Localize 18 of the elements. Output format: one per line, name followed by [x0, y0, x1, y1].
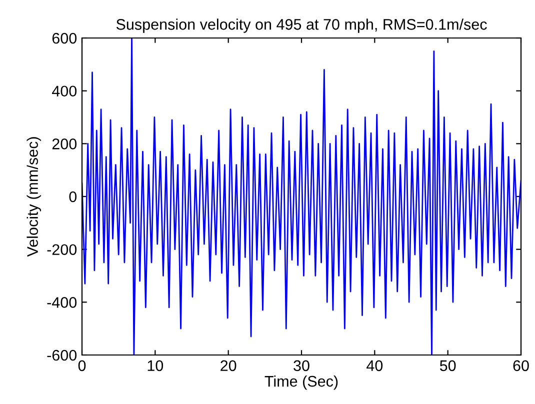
x-axis-title: Time (Sec)	[264, 375, 338, 390]
x-tick-label: 0	[78, 360, 86, 372]
x-tick-label: 10	[148, 360, 164, 372]
y-axis-title: Velocity (mm/sec)	[26, 137, 42, 257]
line-series	[82, 38, 521, 355]
y-tick-label: -600	[47, 350, 77, 361]
x-tick-label: 20	[220, 360, 236, 372]
x-tick-label: 60	[513, 360, 529, 372]
y-tick-label: 600	[52, 32, 77, 44]
y-tick-label: 0	[69, 191, 77, 202]
y-tick-label: -200	[47, 244, 77, 256]
y-tick-label: 200	[52, 138, 77, 150]
y-tick-label: -400	[47, 297, 77, 308]
y-tick-label: 400	[52, 86, 77, 97]
x-tick-label: 50	[440, 360, 456, 372]
x-tick-label: 40	[366, 360, 383, 372]
x-tick-label: 30	[294, 360, 310, 372]
chart-title: Suspension velocity on 495 at 70 mph, RMS=0.1m/sec	[116, 18, 487, 33]
